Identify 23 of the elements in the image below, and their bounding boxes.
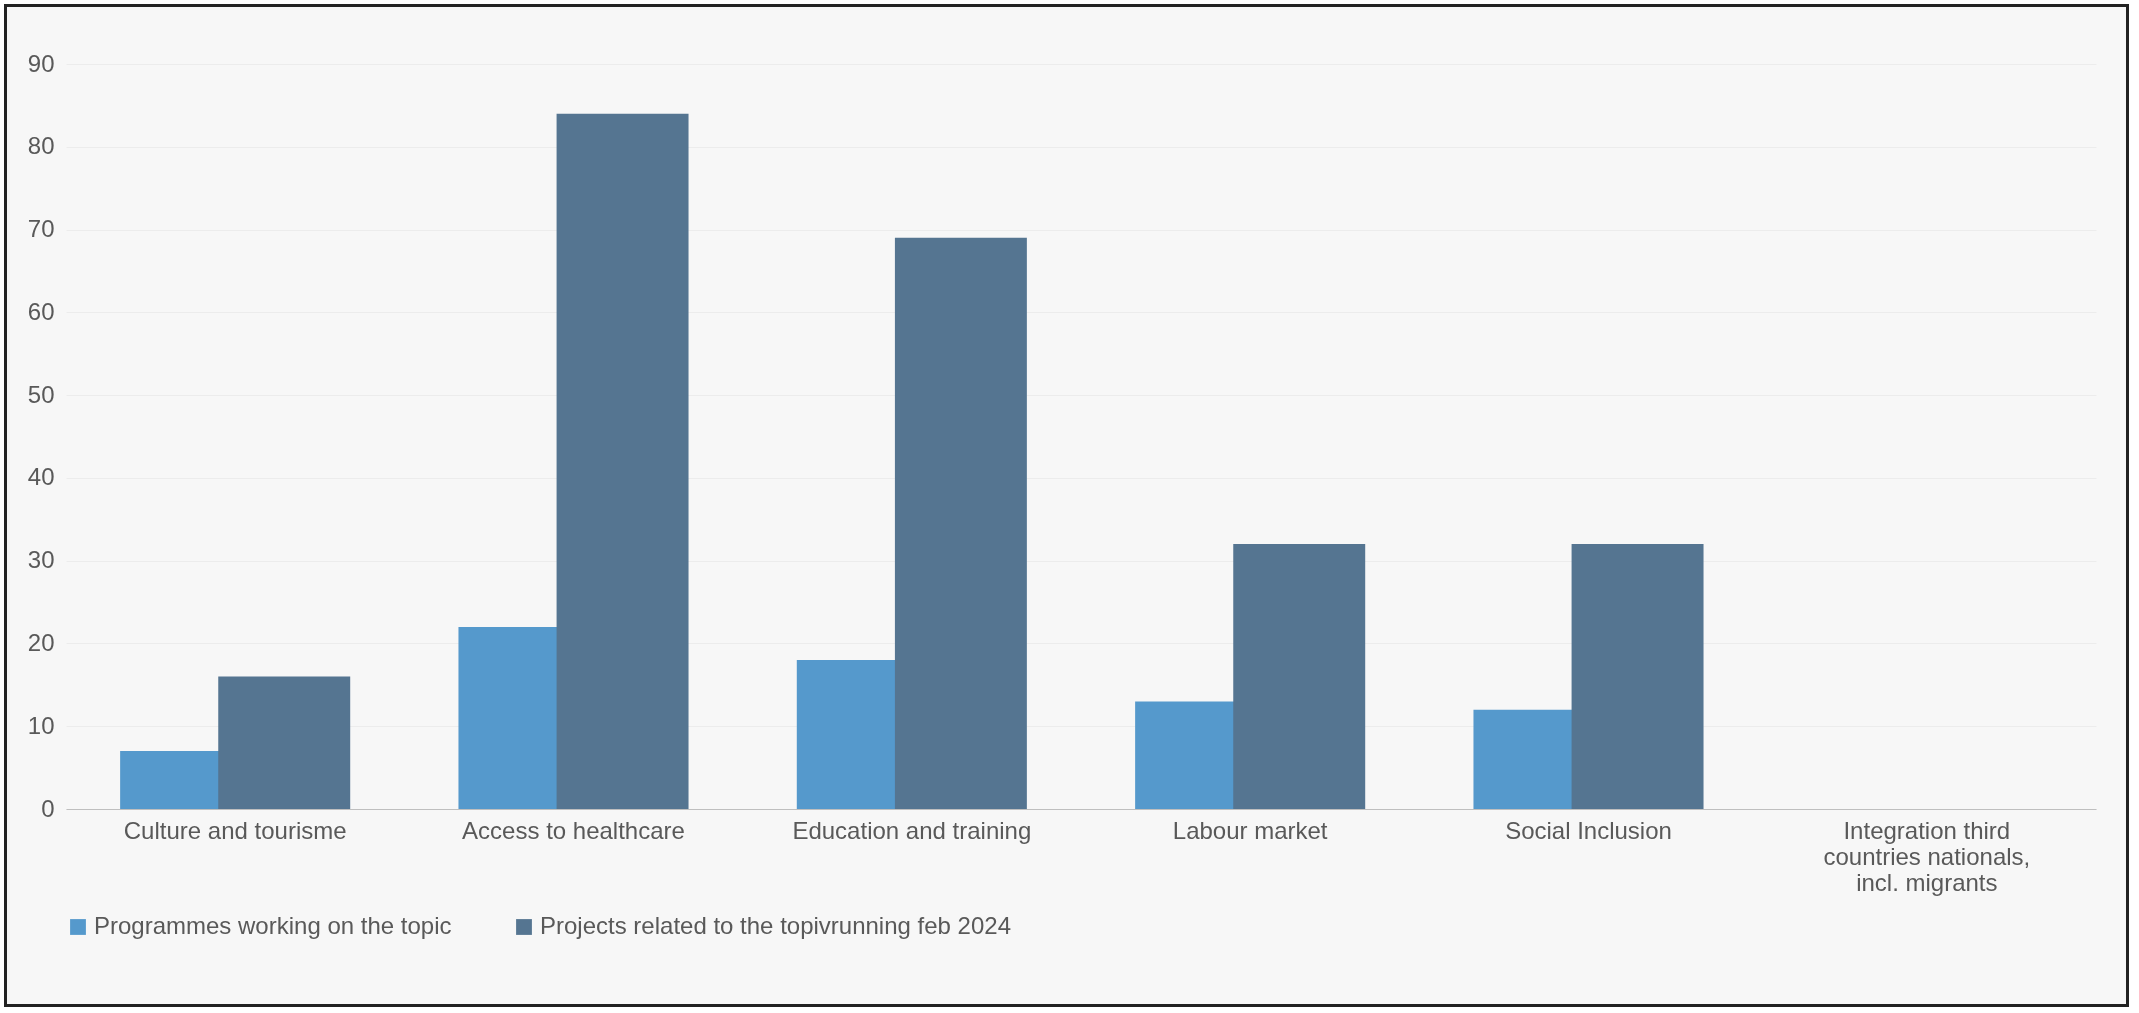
y-tick-label: 20 (27, 628, 55, 656)
y-tick-label: 60 (27, 297, 55, 325)
bar (218, 676, 351, 809)
y-tick-label: 0 (41, 794, 55, 822)
legend-label: Programmes working on the topic (94, 912, 452, 939)
legend-label: Projects related to the topivrunning feb 2024 (540, 912, 1011, 939)
x-tick-label: Social Inclusion (1505, 816, 1672, 844)
bar (894, 237, 1027, 809)
bar (556, 113, 689, 809)
y-tick-label: 90 (27, 49, 55, 77)
bar (1571, 544, 1704, 809)
x-tick-label: Education and training (792, 816, 1032, 844)
y-tick-label: 10 (27, 711, 55, 739)
x-tick-label: Integration third countries nationals, incl. migrants (1823, 816, 2031, 896)
y-tick-label: 30 (27, 546, 55, 574)
x-tick-label: Labour market (1172, 816, 1328, 844)
y-tick-label: 40 (27, 463, 55, 491)
y-tick-label: 70 (27, 215, 55, 243)
y-tick-label: 80 (27, 132, 55, 160)
x-tick-label: Access to healthcare (462, 816, 685, 844)
x-tick-label: Culture and tourisme (123, 816, 347, 844)
bar (1233, 544, 1366, 809)
y-tick-label: 50 (27, 380, 55, 408)
